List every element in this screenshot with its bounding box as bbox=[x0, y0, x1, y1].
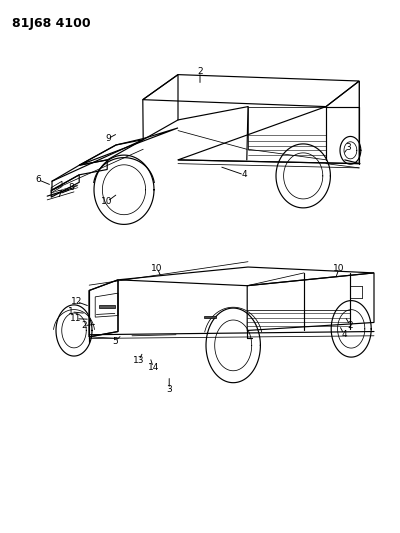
Text: 11: 11 bbox=[70, 314, 82, 323]
Text: 1: 1 bbox=[68, 308, 74, 316]
Text: 9: 9 bbox=[105, 134, 111, 143]
Text: 4: 4 bbox=[341, 330, 347, 338]
Text: 2: 2 bbox=[347, 321, 353, 329]
Text: 3: 3 bbox=[345, 143, 351, 152]
Polygon shape bbox=[204, 316, 216, 318]
Text: 10: 10 bbox=[102, 197, 113, 206]
Text: 5: 5 bbox=[112, 337, 118, 345]
Text: 8: 8 bbox=[68, 183, 74, 192]
Text: 4: 4 bbox=[241, 171, 247, 179]
Text: 7: 7 bbox=[56, 190, 62, 198]
Polygon shape bbox=[99, 305, 115, 308]
Text: 14: 14 bbox=[148, 363, 159, 372]
Text: 10: 10 bbox=[152, 264, 163, 272]
Text: 10: 10 bbox=[334, 264, 345, 272]
Text: 81J68 4100: 81J68 4100 bbox=[12, 17, 91, 30]
Text: 12: 12 bbox=[71, 297, 82, 306]
Text: 2: 2 bbox=[197, 68, 203, 76]
Text: 6: 6 bbox=[35, 175, 41, 184]
Text: 13: 13 bbox=[133, 356, 144, 365]
Text: 3: 3 bbox=[166, 385, 172, 393]
Text: 2: 2 bbox=[81, 321, 87, 330]
